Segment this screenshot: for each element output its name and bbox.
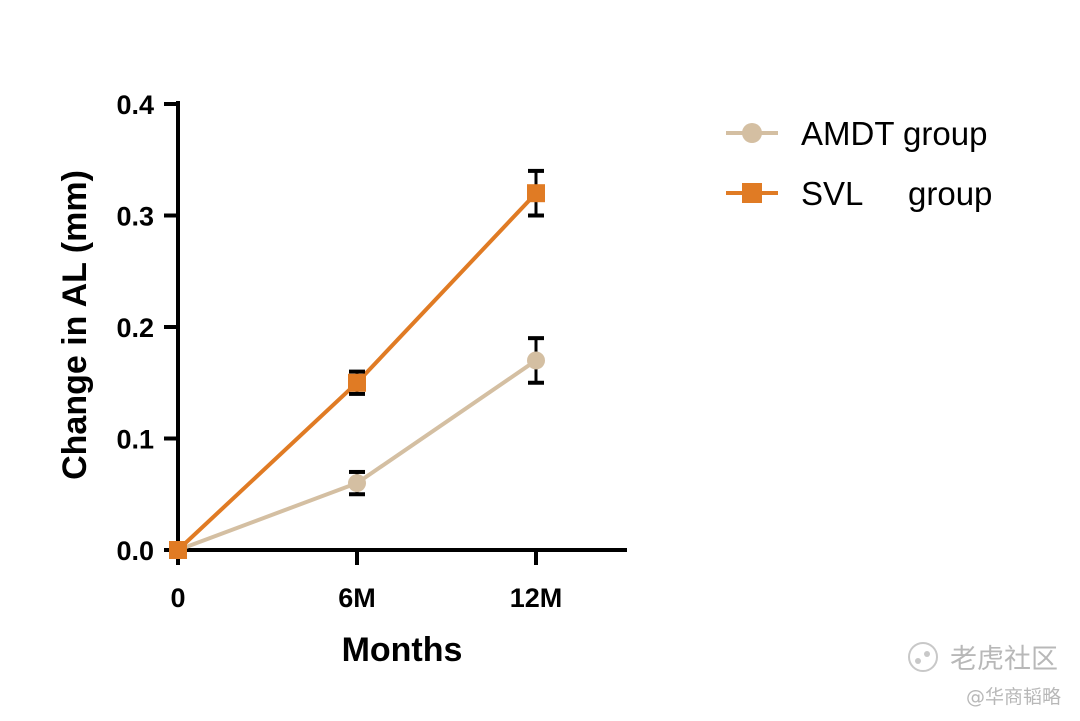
legend-item-svl: SVL group [726,175,992,212]
x-axis-title: Months [342,631,463,669]
x-tick-label: 6M [338,583,376,613]
x-tick-label: 0 [170,583,185,613]
y-tick-label: 0.1 [116,425,154,455]
y-tick-label: 0.4 [116,90,154,120]
data-point-circle [348,474,366,493]
series-layer [169,168,545,559]
x-ticks: 0 6M 12M [170,550,562,613]
y-axis-title: Change in AL (mm) [56,170,94,480]
legend-marker-circle [742,123,762,143]
legend-label-amdt: AMDT group [801,115,987,152]
legend-item-amdt: AMDT group [726,115,987,152]
legend: AMDT group SVL group [726,115,992,212]
y-tick-label: 0.2 [116,313,154,343]
watermark-line2: @华商韬略 [966,686,1061,708]
data-point-square [527,184,545,203]
tiger-paw-icon [908,642,938,672]
data-point-square [348,373,366,392]
legend-label-svl: SVL group [801,175,992,212]
legend-marker-square [742,183,762,203]
y-tick-label: 0.3 [116,202,154,232]
x-tick-label: 12M [510,583,563,613]
watermark: 老虎社区 @华商韬略 [908,642,1061,708]
y-tick-label: 0.0 [116,536,154,566]
watermark-line1: 老虎社区 [950,644,1058,675]
data-point-circle [527,351,545,370]
data-point-square [169,541,187,559]
y-ticks: 0.0 0.1 0.2 0.3 0.4 [116,90,178,566]
